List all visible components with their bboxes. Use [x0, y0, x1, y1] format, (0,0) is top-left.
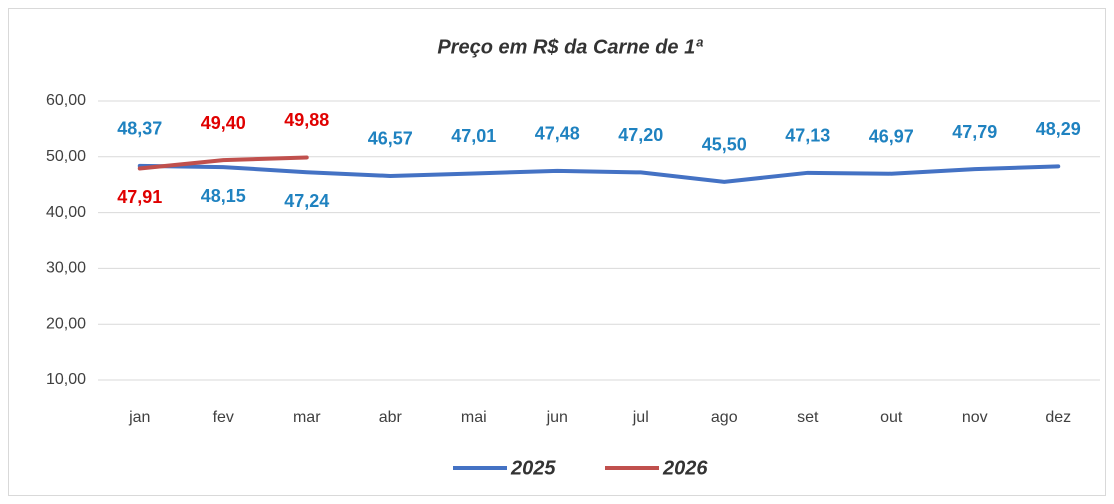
x-tick-label: fev [213, 409, 234, 426]
legend-label: 2025 [510, 457, 556, 479]
x-tick-label: mai [461, 409, 487, 426]
data-label: 47,13 [785, 126, 830, 146]
legend-label: 2026 [662, 457, 708, 479]
y-tick-label: 40,00 [46, 204, 86, 221]
x-tick-label: jun [546, 409, 568, 426]
y-tick-label: 30,00 [46, 260, 86, 277]
data-label: 48,37 [117, 119, 162, 139]
x-tick-label: dez [1045, 409, 1071, 426]
y-tick-label: 10,00 [46, 371, 86, 388]
x-tick-label: jan [128, 409, 150, 426]
data-label: 45,50 [702, 135, 747, 155]
data-label: 47,48 [535, 124, 580, 144]
data-label: 46,97 [869, 126, 914, 146]
x-tick-label: set [797, 409, 819, 426]
x-tick-label: nov [962, 409, 988, 426]
chart-frame [8, 8, 1106, 496]
data-label: 47,91 [117, 187, 162, 207]
x-tick-label: abr [379, 409, 403, 426]
data-label: 48,29 [1036, 119, 1081, 139]
x-tick-label: mar [293, 409, 321, 426]
y-tick-label: 20,00 [46, 315, 86, 332]
x-tick-label: out [880, 409, 903, 426]
chart-title: Preço em R$ da Carne de 1ª [437, 36, 703, 58]
x-tick-label: ago [711, 409, 738, 426]
data-label: 47,79 [952, 122, 997, 142]
data-label: 47,01 [451, 126, 496, 146]
y-tick-label: 50,00 [46, 148, 86, 165]
y-tick-label: 60,00 [46, 92, 86, 109]
data-label: 47,24 [284, 191, 329, 211]
data-label: 46,57 [368, 129, 413, 149]
data-label: 47,20 [618, 125, 663, 145]
x-tick-label: jul [632, 409, 649, 426]
series-line [137, 155, 309, 171]
data-label: 49,88 [284, 110, 329, 130]
data-label: 49,40 [201, 113, 246, 133]
data-label: 48,15 [201, 186, 246, 206]
series-line [137, 163, 1061, 184]
